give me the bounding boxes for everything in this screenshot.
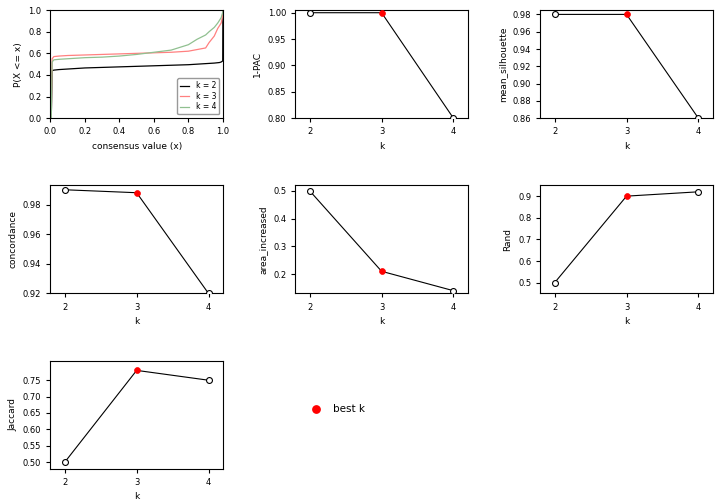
Point xyxy=(59,186,71,194)
Point xyxy=(131,188,143,197)
Text: best k: best k xyxy=(333,404,365,414)
Y-axis label: Rand: Rand xyxy=(503,228,513,251)
Y-axis label: mean_silhouette: mean_silhouette xyxy=(498,26,507,102)
Point xyxy=(376,267,387,275)
Point xyxy=(376,9,387,17)
X-axis label: k: k xyxy=(379,317,384,326)
Point xyxy=(621,11,632,19)
Point xyxy=(621,192,632,200)
Point xyxy=(693,188,704,196)
Point xyxy=(304,9,315,17)
Point xyxy=(131,366,143,374)
Legend: k = 2, k = 3, k = 4: k = 2, k = 3, k = 4 xyxy=(177,78,219,114)
Point xyxy=(693,114,704,122)
Point xyxy=(448,114,459,122)
Y-axis label: 1-PAC: 1-PAC xyxy=(253,51,262,77)
Y-axis label: area_increased: area_increased xyxy=(258,205,268,274)
Point xyxy=(203,289,215,297)
X-axis label: k: k xyxy=(624,142,629,151)
Y-axis label: P(X <= x): P(X <= x) xyxy=(14,42,22,87)
Point xyxy=(304,187,315,195)
Point xyxy=(59,458,71,466)
X-axis label: k: k xyxy=(134,317,139,326)
Point xyxy=(549,279,560,287)
X-axis label: k: k xyxy=(379,142,384,151)
Y-axis label: Jaccard: Jaccard xyxy=(9,398,17,431)
Point xyxy=(203,376,215,384)
Point xyxy=(448,287,459,295)
X-axis label: k: k xyxy=(624,317,629,326)
X-axis label: consensus value (x): consensus value (x) xyxy=(91,142,181,151)
X-axis label: k: k xyxy=(134,492,139,501)
Y-axis label: concordance: concordance xyxy=(9,210,17,269)
Point xyxy=(549,11,560,19)
